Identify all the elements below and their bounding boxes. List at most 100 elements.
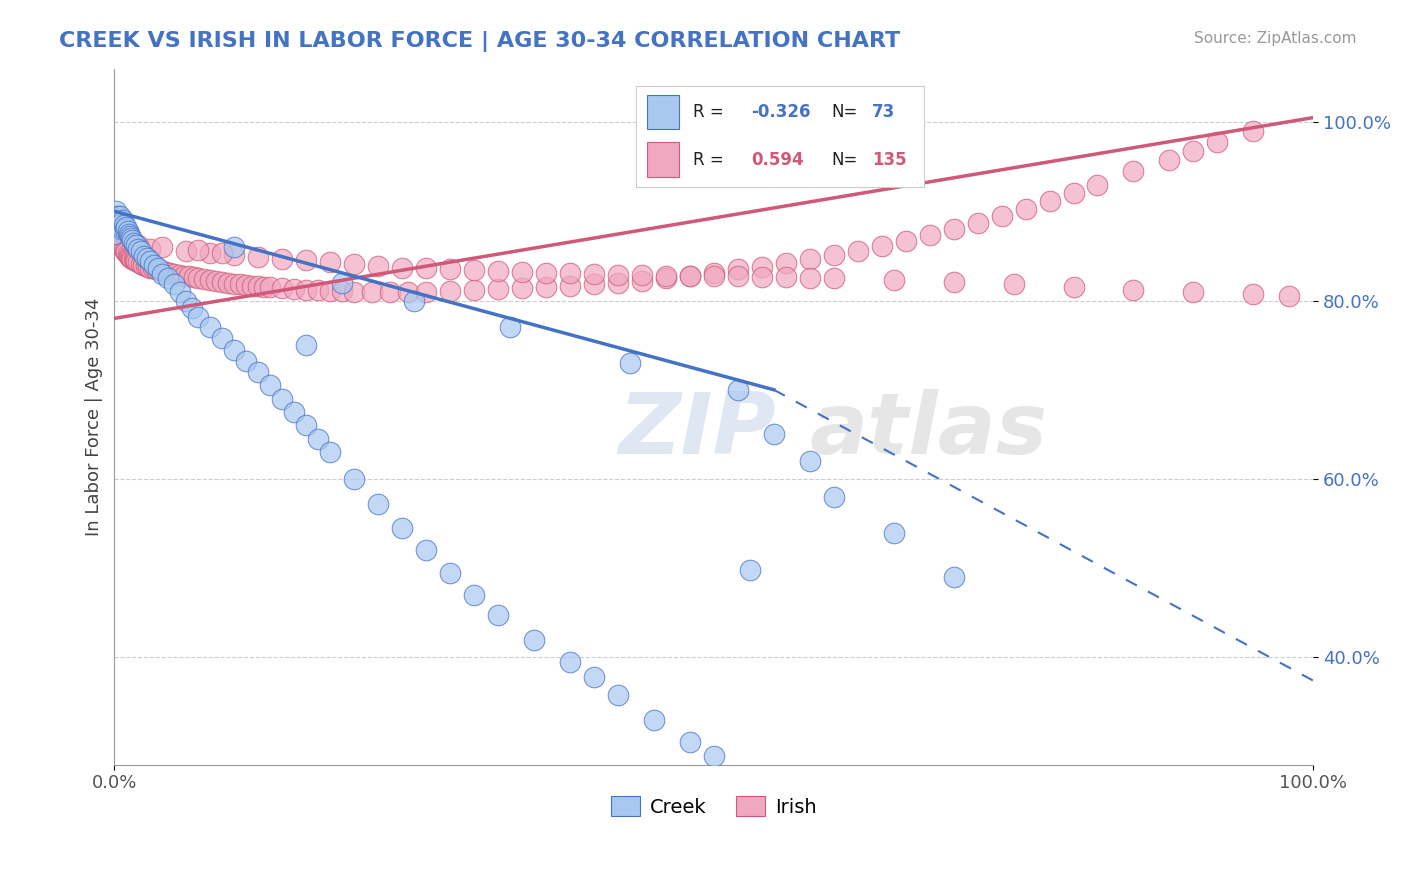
Point [631, 268, 654, 282]
Point [118, 250, 141, 264]
Point [103, 222, 125, 236]
Point [247, 279, 270, 293]
Point [118, 249, 141, 263]
Point [510, 281, 533, 295]
Point [510, 265, 533, 279]
Point [295, 283, 318, 297]
Point [200, 320, 222, 334]
Point [173, 268, 195, 283]
Point [966, 216, 988, 230]
Point [1241, 124, 1264, 138]
Point [846, 244, 869, 258]
Point [883, 525, 905, 540]
Point [149, 263, 172, 277]
Y-axis label: In Labor Force | Age 30-34: In Labor Force | Age 30-34 [86, 297, 103, 536]
Point [200, 246, 222, 260]
Point [104, 224, 127, 238]
Point [619, 356, 641, 370]
Point [942, 570, 965, 584]
Point [103, 227, 125, 241]
Point [157, 271, 180, 285]
Point [111, 213, 134, 227]
Point [122, 252, 145, 267]
Point [205, 274, 228, 288]
Point [224, 240, 246, 254]
Point [110, 222, 132, 236]
Point [1122, 283, 1144, 297]
Point [163, 277, 186, 292]
Point [103, 218, 125, 232]
Point [727, 269, 749, 284]
Point [211, 331, 233, 345]
Point [367, 259, 389, 273]
Point [176, 244, 198, 259]
Point [271, 252, 294, 266]
Point [142, 261, 165, 276]
Point [121, 252, 143, 266]
Point [235, 278, 257, 293]
Point [655, 271, 678, 285]
Point [150, 267, 173, 281]
Point [114, 222, 136, 236]
Point [139, 260, 162, 275]
Point [110, 218, 132, 232]
Point [319, 284, 342, 298]
Point [146, 261, 169, 276]
Point [120, 231, 142, 245]
Point [295, 338, 318, 352]
Point [1063, 186, 1085, 200]
Point [307, 432, 329, 446]
Point [606, 268, 628, 282]
Point [534, 280, 557, 294]
Point [679, 268, 702, 283]
Point [942, 275, 965, 289]
Point [319, 255, 342, 269]
Point [582, 267, 605, 281]
Point [1014, 202, 1036, 216]
Text: CREEK VS IRISH IN LABOR FORCE | AGE 30-34 CORRELATION CHART: CREEK VS IRISH IN LABOR FORCE | AGE 30-3… [59, 31, 900, 53]
Point [558, 655, 581, 669]
Point [145, 262, 167, 277]
Point [224, 248, 246, 262]
Point [187, 271, 209, 285]
Point [751, 270, 773, 285]
Point [143, 258, 166, 272]
Point [751, 260, 773, 274]
Point [307, 283, 329, 297]
Point [703, 266, 725, 280]
Point [110, 237, 132, 252]
Point [1002, 277, 1025, 292]
Point [367, 497, 389, 511]
Point [727, 383, 749, 397]
Point [187, 243, 209, 257]
Point [129, 257, 152, 271]
Point [523, 632, 546, 647]
Point [1182, 144, 1205, 158]
Point [894, 234, 917, 248]
Point [762, 427, 785, 442]
Point [150, 264, 173, 278]
Point [240, 279, 263, 293]
Point [103, 222, 125, 236]
Point [247, 365, 270, 379]
Legend: Creek, Irish: Creek, Irish [603, 789, 824, 824]
Point [883, 273, 905, 287]
Point [1206, 135, 1229, 149]
Point [703, 748, 725, 763]
Point [105, 227, 128, 241]
Point [224, 343, 246, 357]
Point [1087, 178, 1109, 192]
Point [1122, 164, 1144, 178]
Point [486, 264, 509, 278]
Point [135, 259, 157, 273]
Point [105, 209, 128, 223]
Point [396, 285, 419, 299]
Point [1241, 287, 1264, 301]
Point [247, 250, 270, 264]
Point [582, 670, 605, 684]
Point [990, 209, 1012, 223]
Point [942, 222, 965, 236]
Point [703, 269, 725, 284]
Point [679, 735, 702, 749]
Point [187, 310, 209, 324]
